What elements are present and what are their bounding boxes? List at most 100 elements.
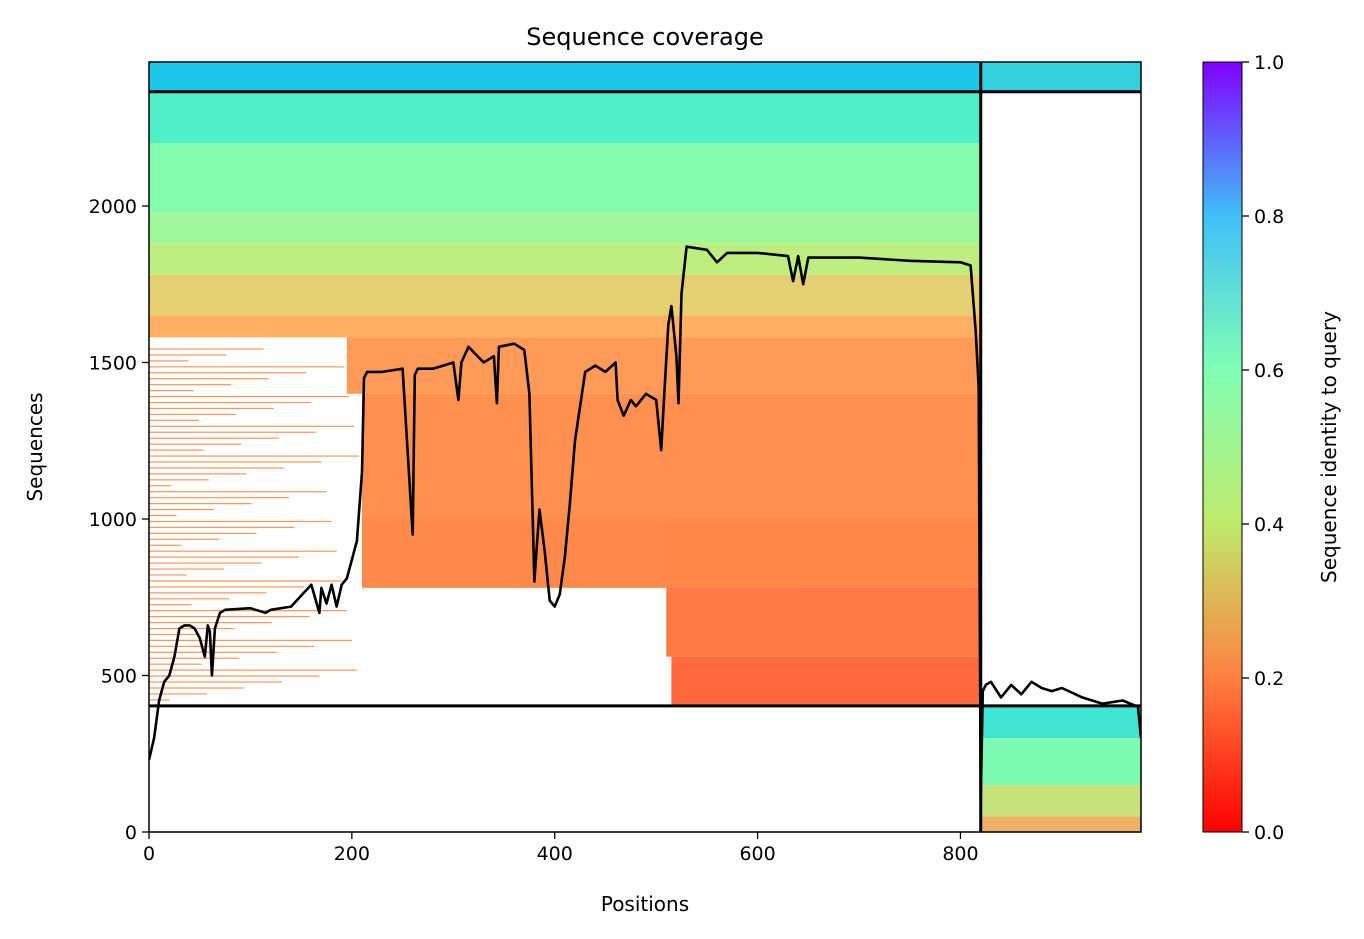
- heatmap-strand: [149, 645, 315, 647]
- heatmap-strand: [149, 657, 240, 659]
- heatmap-strand: [149, 586, 305, 588]
- heatmap-block: [980, 705, 1141, 739]
- heatmap-block: [362, 393, 981, 519]
- plot-frame: [148, 61, 1142, 833]
- heatmap-strand: [149, 598, 230, 600]
- heatmap-strand: [149, 395, 349, 398]
- heatmap-strand: [149, 431, 317, 433]
- heatmap-block: [149, 143, 981, 213]
- heatmap-strand: [149, 568, 225, 570]
- heatmap-block: [980, 738, 1141, 786]
- heatmap-strand: [149, 544, 182, 546]
- heatmap-strand: [149, 592, 267, 594]
- heatmap-strand: [149, 497, 289, 499]
- heatmap-strand: [149, 621, 272, 624]
- heatmap-strand: [149, 366, 344, 368]
- heatmap-block: [149, 315, 981, 338]
- heatmap-strand: [149, 354, 227, 356]
- heatmap-strand: [149, 372, 307, 374]
- heatmap-strand: [149, 562, 262, 564]
- heatmap-block: [149, 243, 981, 275]
- heatmap-strand: [149, 491, 327, 493]
- colorbar-tick-label: 0.6: [1254, 360, 1284, 382]
- heatmap-strand: [149, 360, 189, 362]
- heatmap-block: [980, 62, 1141, 92]
- heatmap-strand: [149, 514, 177, 517]
- heatmap-strand: [149, 693, 207, 695]
- y-axis-ticks: 0 500 1000 1500 2000: [89, 196, 149, 844]
- heatmap-block: [149, 274, 981, 316]
- heatmap-strand: [149, 538, 219, 540]
- x-tick-label: 0: [143, 843, 155, 865]
- heatmap-strand: [149, 574, 187, 576]
- x-axis-label: Positions: [601, 892, 689, 916]
- heatmap-strand: [149, 687, 245, 689]
- heatmap-block: [149, 62, 981, 92]
- chart-title: Sequence coverage: [526, 23, 763, 51]
- heatmap-strand: [149, 532, 257, 534]
- heatmap-strand: [149, 413, 237, 416]
- y-tick-label: 1500: [89, 352, 137, 374]
- colorbar-tick-label: 0.8: [1254, 206, 1284, 228]
- heatmap-strand: [149, 437, 279, 439]
- heatmap-strand: [149, 485, 172, 487]
- heatmap-strand: [149, 610, 347, 612]
- heatmap-strand: [149, 479, 209, 481]
- segment-boundaries: [149, 62, 1141, 832]
- coverage-heatmap: [149, 62, 1141, 832]
- heatmap-strand: [149, 467, 284, 469]
- heatmap-strand: [149, 449, 204, 451]
- heatmap-block: [980, 785, 1141, 817]
- heatmap-strand: [149, 443, 242, 445]
- coverage-line-layer: [149, 245, 1141, 803]
- heatmap-block: [980, 816, 1141, 832]
- heatmap-strand: [149, 580, 342, 582]
- heatmap-strand: [149, 508, 214, 511]
- colorbar-tick-label: 1.0: [1254, 52, 1284, 74]
- heatmap-strand: [149, 461, 322, 463]
- colorbar-tick-label: 0.0: [1254, 822, 1284, 844]
- colorbar-ticks: 0.0 0.2 0.4 0.6 0.8 1.0: [1242, 52, 1284, 844]
- y-tick-label: 1000: [89, 509, 137, 531]
- heatmap-block: [666, 587, 981, 657]
- coverage-line: [149, 245, 1141, 803]
- y-axis-label: Sequences: [23, 392, 47, 501]
- heatmap-block: [149, 91, 981, 144]
- heatmap-strand: [149, 669, 357, 671]
- heatmap-strand: [149, 378, 269, 380]
- heatmap-block: [671, 656, 981, 706]
- x-axis-ticks: 0 200 400 600 800: [143, 832, 979, 865]
- colorbar: [1202, 61, 1243, 833]
- x-tick-label: 800: [942, 843, 978, 865]
- heatmap-strand: [149, 604, 192, 606]
- heatmap-strand: [149, 407, 274, 410]
- x-tick-label: 600: [739, 843, 775, 865]
- heatmap-strand: [149, 473, 247, 475]
- heatmap-strand: [149, 627, 235, 630]
- colorbar-tick-label: 0.4: [1254, 514, 1284, 536]
- y-tick-label: 0: [125, 822, 137, 844]
- heatmap-strand: [149, 675, 320, 677]
- heatmap-block: [666, 518, 981, 588]
- heatmap-strand: [149, 681, 282, 683]
- heatmap-strand: [149, 633, 197, 636]
- heatmap-strand: [149, 520, 332, 523]
- x-tick-label: 200: [334, 843, 370, 865]
- heatmap-strand: [149, 425, 354, 427]
- heatmap-strand: [149, 419, 199, 421]
- heatmap-block: [149, 212, 981, 244]
- colorbar-tick-label: 0.2: [1254, 668, 1284, 690]
- colorbar-label: Sequence identity to query: [1317, 311, 1341, 583]
- heatmap-strand: [149, 455, 359, 457]
- heatmap-strand: [149, 639, 352, 642]
- heatmap-strand: [149, 401, 312, 404]
- y-tick-label: 500: [101, 665, 137, 687]
- heatmap-strand: [149, 384, 232, 386]
- heatmap-strand: [149, 663, 202, 665]
- heatmap-strand: [149, 550, 337, 552]
- x-tick-label: 400: [537, 843, 573, 865]
- heatmap-strand: [149, 526, 295, 529]
- heatmap-strand: [149, 503, 252, 505]
- heatmap-strand: [149, 556, 300, 558]
